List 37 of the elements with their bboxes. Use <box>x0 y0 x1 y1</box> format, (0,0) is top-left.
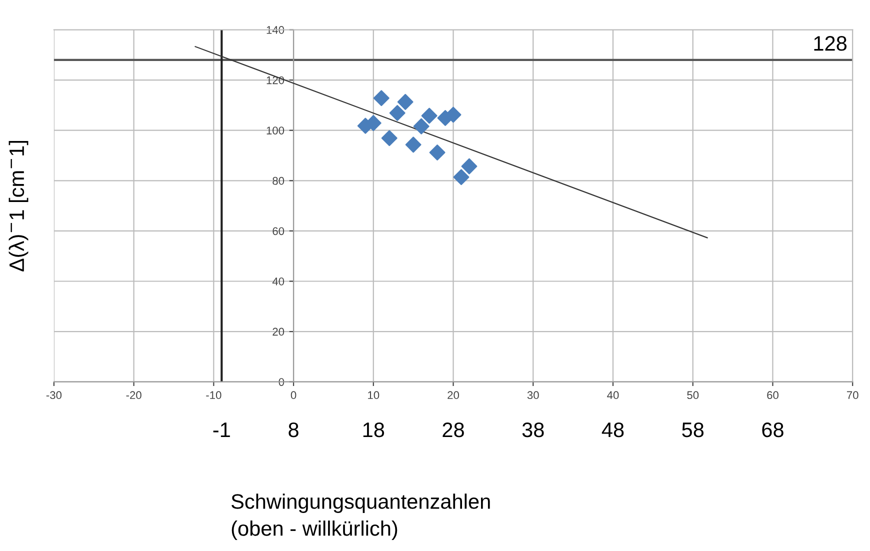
x-tick-label: 60 <box>767 391 778 400</box>
y-tick-label: 100 <box>266 126 284 134</box>
x-tick-label: 70 <box>846 391 858 400</box>
point <box>389 105 406 121</box>
point <box>373 90 390 106</box>
point <box>397 94 414 110</box>
x-axis-title: Schwingungsquantenzahlen (oben - willkürlich) <box>231 494 490 540</box>
point <box>461 158 478 174</box>
point <box>453 169 470 186</box>
y-tick-label: 80 <box>272 176 284 185</box>
x-tick-label: -10 <box>206 391 222 400</box>
y-axis-title: Δ(λ)$^{−}$1 [cm$^{−}$1] <box>8 141 28 272</box>
x2-tick-label: -1 <box>213 422 230 438</box>
x2-tick-label: 38 <box>522 422 544 438</box>
x-tick-label: -20 <box>126 391 142 400</box>
point <box>413 118 430 134</box>
point <box>405 136 422 153</box>
x-tick-label: 0 <box>290 391 296 400</box>
x-tick-label: -30 <box>46 391 62 400</box>
x-tick-label: 40 <box>607 391 619 400</box>
y-tick-label: 60 <box>272 227 284 236</box>
x-tick-label: 50 <box>687 391 699 400</box>
x2-tick-label: 28 <box>442 422 464 438</box>
x2-tick-label: 68 <box>762 422 784 438</box>
x-tick-label: 10 <box>368 391 380 400</box>
point <box>421 108 438 124</box>
x2-tick-label: 8 <box>288 422 298 438</box>
y-tick-label: 20 <box>272 328 284 336</box>
point <box>429 144 446 160</box>
point <box>381 130 398 146</box>
annotation: 128 <box>814 36 847 51</box>
x2-tick-label: 58 <box>682 422 704 438</box>
x-tick-label: 20 <box>448 391 460 400</box>
y-tick-label: 40 <box>272 278 284 286</box>
x2-tick-label: 18 <box>363 422 384 438</box>
x-tick-label: 30 <box>527 391 539 400</box>
x2-tick-label: 48 <box>602 422 624 438</box>
